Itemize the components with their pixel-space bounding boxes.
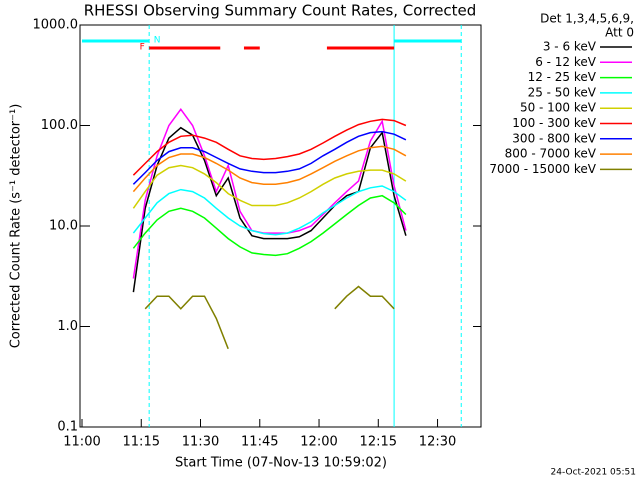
series-line	[132, 194, 407, 257]
legend-label: 100 - 300 keV	[512, 116, 596, 130]
series-line	[132, 145, 407, 193]
series-line	[132, 185, 407, 236]
series-line	[132, 118, 407, 176]
y-tick-label: 0.1	[57, 420, 78, 435]
y-axis-label: Corrected Count Rate (s⁻¹ detector⁻¹)	[9, 104, 24, 349]
legend-label: 3 - 6 keV	[543, 40, 597, 54]
x-tick-label: 11:30	[182, 435, 219, 450]
series-line	[132, 126, 407, 293]
y-tick-label: 10.0	[49, 219, 78, 234]
y-tick-label: 100.0	[41, 118, 78, 133]
flag-label: F	[140, 43, 145, 53]
flag-label: N	[154, 36, 161, 46]
chart-title: RHESSI Observing Summary Count Rates, Co…	[84, 2, 477, 20]
x-tick-label: 12:30	[419, 435, 456, 450]
legend-label: 50 - 100 keV	[520, 101, 597, 115]
y-tick-label: 1000.0	[33, 18, 79, 33]
series-line	[132, 164, 407, 209]
series-line	[132, 130, 407, 185]
legend-label: 6 - 12 keV	[535, 55, 597, 69]
legend-label: 300 - 800 keV	[512, 131, 596, 145]
x-tick-label: 12:15	[360, 435, 397, 450]
legend-label: 25 - 50 keV	[528, 85, 597, 99]
series-line	[144, 285, 395, 350]
legend-title: Att 0	[605, 26, 634, 40]
legend-title: Det 1,3,4,5,6,9,	[540, 12, 634, 26]
legend-label: 800 - 7000 keV	[505, 147, 597, 161]
timestamp: 24-Oct-2021 05:51	[551, 468, 636, 478]
x-tick-label: 11:45	[241, 435, 278, 450]
y-tick-label: 1.0	[57, 319, 78, 334]
legend-label: 7000 - 15000 keV	[489, 162, 596, 176]
x-axis-label: Start Time (07-Nov-13 10:59:02)	[175, 456, 387, 471]
x-tick-label: 11:00	[63, 435, 100, 450]
legend-label: 12 - 25 keV	[528, 70, 597, 84]
x-tick-label: 11:15	[123, 435, 160, 450]
series-line	[132, 108, 407, 279]
x-tick-label: 12:00	[300, 435, 337, 450]
